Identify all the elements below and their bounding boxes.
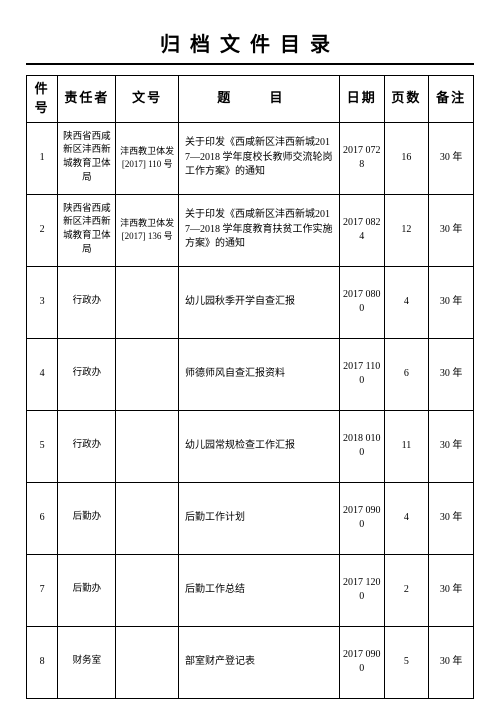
- cell-pages: 12: [384, 194, 429, 266]
- cell-num: 5: [27, 410, 58, 482]
- cell-responsible: 财务室: [58, 626, 116, 698]
- cell-responsible: 行政办: [58, 266, 116, 338]
- cell-subject: 部室财产登记表: [178, 626, 339, 698]
- cell-date: 2017 1200: [339, 554, 384, 626]
- cell-docno: [116, 554, 179, 626]
- cell-num: 8: [27, 626, 58, 698]
- cell-num: 3: [27, 266, 58, 338]
- table-row: 1陕西省西咸新区沣西新城教育卫体局沣西教卫体发[2017] 110 号关于印发《…: [27, 122, 474, 194]
- cell-docno: 沣西教卫体发[2017] 110 号: [116, 122, 179, 194]
- cell-responsible: 陕西省西咸新区沣西新城教育卫体局: [58, 194, 116, 266]
- cell-remark: 30 年: [429, 410, 474, 482]
- cell-subject: 关于印发《西咸新区沣西新城2017—2018 学年度校长教师交流轮岗工作方案》的…: [178, 122, 339, 194]
- table-row: 7后勤办 后勤工作总结2017 1200230 年: [27, 554, 474, 626]
- col-pages: 页数: [384, 76, 429, 123]
- col-subject: 题 目: [178, 76, 339, 123]
- cell-remark: 30 年: [429, 194, 474, 266]
- cell-docno: 沣西教卫体发[2017] 136 号: [116, 194, 179, 266]
- cell-remark: 30 年: [429, 266, 474, 338]
- col-remark: 备注: [429, 76, 474, 123]
- cell-pages: 4: [384, 266, 429, 338]
- cell-docno: [116, 338, 179, 410]
- cell-pages: 11: [384, 410, 429, 482]
- cell-date: 2017 0824: [339, 194, 384, 266]
- cell-date: 2017 0900: [339, 482, 384, 554]
- col-date: 日期: [339, 76, 384, 123]
- cell-docno: [116, 482, 179, 554]
- table-row: 3行政办 幼儿园秋季开学自查汇报2017 0800430 年: [27, 266, 474, 338]
- cell-subject: 后勤工作总结: [178, 554, 339, 626]
- table-header-row: 件号 责任者 文号 题 目 日期 页数 备注: [27, 76, 474, 123]
- cell-num: 6: [27, 482, 58, 554]
- cell-pages: 2: [384, 554, 429, 626]
- cell-date: 2017 0728: [339, 122, 384, 194]
- cell-pages: 5: [384, 626, 429, 698]
- cell-remark: 30 年: [429, 482, 474, 554]
- cell-docno: [116, 626, 179, 698]
- cell-num: 1: [27, 122, 58, 194]
- cell-docno: [116, 410, 179, 482]
- cell-subject: 幼儿园常规检查工作汇报: [178, 410, 339, 482]
- archive-file-table: 件号 责任者 文号 题 目 日期 页数 备注 1陕西省西咸新区沣西新城教育卫体局…: [26, 75, 474, 699]
- col-resp: 责任者: [58, 76, 116, 123]
- cell-remark: 30 年: [429, 122, 474, 194]
- cell-pages: 6: [384, 338, 429, 410]
- cell-subject: 后勤工作计划: [178, 482, 339, 554]
- cell-responsible: 行政办: [58, 410, 116, 482]
- cell-remark: 30 年: [429, 554, 474, 626]
- cell-responsible: 后勤办: [58, 554, 116, 626]
- cell-date: 2017 1100: [339, 338, 384, 410]
- cell-date: 2017 0800: [339, 266, 384, 338]
- page-title: 归档文件目录: [26, 28, 474, 65]
- cell-date: 2017 0900: [339, 626, 384, 698]
- cell-responsible: 后勤办: [58, 482, 116, 554]
- table-row: 8财务室 部室财产登记表2017 0900530 年: [27, 626, 474, 698]
- cell-responsible: 陕西省西咸新区沣西新城教育卫体局: [58, 122, 116, 194]
- col-num: 件号: [27, 76, 58, 123]
- cell-date: 2018 0100: [339, 410, 384, 482]
- cell-docno: [116, 266, 179, 338]
- cell-num: 7: [27, 554, 58, 626]
- cell-pages: 16: [384, 122, 429, 194]
- cell-pages: 4: [384, 482, 429, 554]
- table-row: 6后勤办 后勤工作计划2017 0900430 年: [27, 482, 474, 554]
- cell-subject: 幼儿园秋季开学自查汇报: [178, 266, 339, 338]
- col-docno: 文号: [116, 76, 179, 123]
- table-row: 2陕西省西咸新区沣西新城教育卫体局沣西教卫体发[2017] 136 号关于印发《…: [27, 194, 474, 266]
- cell-num: 4: [27, 338, 58, 410]
- table-row: 4行政办 师德师风自查汇报资料2017 1100630 年: [27, 338, 474, 410]
- cell-remark: 30 年: [429, 338, 474, 410]
- cell-remark: 30 年: [429, 626, 474, 698]
- cell-subject: 师德师风自查汇报资料: [178, 338, 339, 410]
- table-row: 5行政办 幼儿园常规检查工作汇报2018 01001130 年: [27, 410, 474, 482]
- cell-num: 2: [27, 194, 58, 266]
- cell-responsible: 行政办: [58, 338, 116, 410]
- cell-subject: 关于印发《西咸新区沣西新城2017—2018 学年度教育扶贫工作实施方案》的通知: [178, 194, 339, 266]
